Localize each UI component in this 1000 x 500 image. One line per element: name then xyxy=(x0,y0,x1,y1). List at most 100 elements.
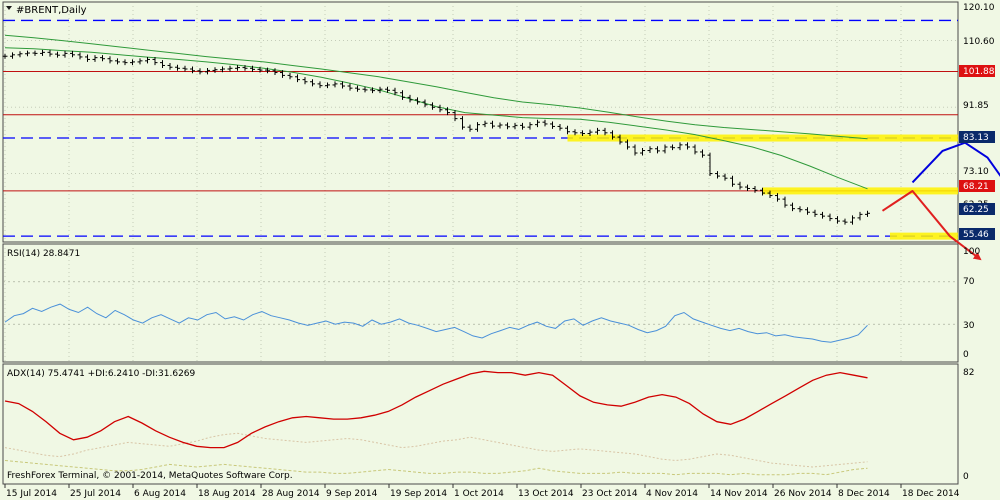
price-bar xyxy=(587,129,593,137)
price-bar xyxy=(820,211,825,219)
price-bar xyxy=(835,216,840,224)
price-bar xyxy=(17,51,23,58)
price-bar xyxy=(182,65,188,72)
price-bar xyxy=(595,127,600,135)
price-bar xyxy=(10,52,15,59)
price-bar xyxy=(212,67,218,73)
price-bar xyxy=(25,50,30,57)
adx-axis-label: 0 xyxy=(963,472,969,482)
price-bar xyxy=(2,53,8,59)
x-tick-label: 19 Sep 2014 xyxy=(390,489,447,499)
price-bar xyxy=(730,175,735,187)
price-bar xyxy=(842,218,848,225)
price-bar xyxy=(572,129,578,136)
price-bar xyxy=(160,60,165,68)
price-bar xyxy=(850,215,855,225)
price-badge: 101.88 xyxy=(959,65,995,77)
price-badge-box xyxy=(959,131,995,143)
price-bar xyxy=(340,81,345,89)
price-bar xyxy=(715,171,720,179)
blue-forecast-arrow xyxy=(911,141,1000,184)
rsi-axis-label: 30 xyxy=(963,321,975,331)
price-bar xyxy=(647,146,653,154)
price-bar xyxy=(625,139,630,150)
price-bar xyxy=(497,122,503,129)
price-bars xyxy=(2,49,870,225)
price-bar xyxy=(220,66,225,73)
price-bar xyxy=(115,58,120,65)
price-badge: 68.21 xyxy=(959,180,995,192)
price-bar xyxy=(610,130,615,140)
price-axis-label: 91.85 xyxy=(963,101,989,111)
price-bar xyxy=(62,50,68,58)
price-bar xyxy=(415,97,420,105)
price-badge-label: 68.21 xyxy=(963,182,989,192)
moving-average-line xyxy=(4,34,868,140)
price-bar xyxy=(347,83,353,91)
price-bar xyxy=(467,124,473,132)
highlight-zone xyxy=(567,134,958,142)
price-badge: 55.46 xyxy=(959,228,995,240)
price-bar xyxy=(265,67,270,74)
highlight-zone xyxy=(890,232,958,240)
price-bar xyxy=(640,148,645,156)
price-bar xyxy=(40,49,45,56)
price-bar xyxy=(797,206,803,213)
x-tick-label: 26 Nov 2014 xyxy=(774,489,832,499)
price-bar xyxy=(865,210,870,217)
rsi-axis: 100 70 30 0 xyxy=(963,247,980,360)
price-bar xyxy=(310,79,315,87)
x-tick-label: 25 Jul 2014 xyxy=(70,489,121,499)
moving-average-line xyxy=(4,47,868,190)
x-tick-label: 15 Jul 2014 xyxy=(6,489,57,499)
triangle-down-icon[interactable] xyxy=(6,6,12,10)
price-bar xyxy=(145,56,150,64)
price-badge: 83.13 xyxy=(959,131,995,143)
price-axis-label: 73.10 xyxy=(963,167,989,177)
price-badge-box xyxy=(959,180,995,192)
price-bar xyxy=(580,130,585,137)
price-bar xyxy=(100,55,105,62)
x-tick-label: 9 Sep 2014 xyxy=(326,489,378,499)
price-bar xyxy=(55,51,60,58)
price-bar xyxy=(242,65,248,71)
price-bar xyxy=(302,77,308,85)
price-bar xyxy=(280,70,285,78)
x-tick-label: 18 Dec 2014 xyxy=(902,489,960,499)
price-bar xyxy=(422,99,428,108)
main-panel-title: #BRENT,Daily xyxy=(16,5,87,16)
price-bar xyxy=(167,62,173,70)
price-bar xyxy=(385,86,390,93)
price-bar xyxy=(782,196,788,208)
price-bar xyxy=(812,209,818,217)
price-bar xyxy=(767,190,773,199)
price-bar xyxy=(430,102,435,110)
price-bar xyxy=(152,56,158,66)
price-bar xyxy=(70,50,75,58)
price-bar xyxy=(205,67,210,75)
x-tick-label: 14 Nov 2014 xyxy=(710,489,768,499)
price-bar xyxy=(535,119,540,128)
price-bar xyxy=(505,122,510,130)
main-panel-header[interactable]: #BRENT,Daily xyxy=(6,5,87,16)
plus-di-line xyxy=(4,460,868,476)
price-bar xyxy=(190,66,195,74)
price-bar xyxy=(452,110,458,122)
price-bar xyxy=(737,181,743,190)
price-bar xyxy=(377,86,383,94)
price-bar xyxy=(257,66,263,73)
price-bar xyxy=(752,185,758,193)
forecast-arrows xyxy=(881,141,1000,261)
price-bar xyxy=(520,122,525,130)
rsi-axis-label: 100 xyxy=(963,247,980,257)
price-bar xyxy=(632,144,638,156)
adx-axis: 82 0 xyxy=(963,368,974,482)
rsi-line xyxy=(4,303,868,343)
price-bar xyxy=(355,85,360,92)
price-bar xyxy=(400,90,405,100)
price-bar xyxy=(122,59,128,66)
main-grid xyxy=(3,2,958,242)
x-tick-label: 4 Nov 2014 xyxy=(646,489,698,499)
price-bar xyxy=(362,86,368,93)
